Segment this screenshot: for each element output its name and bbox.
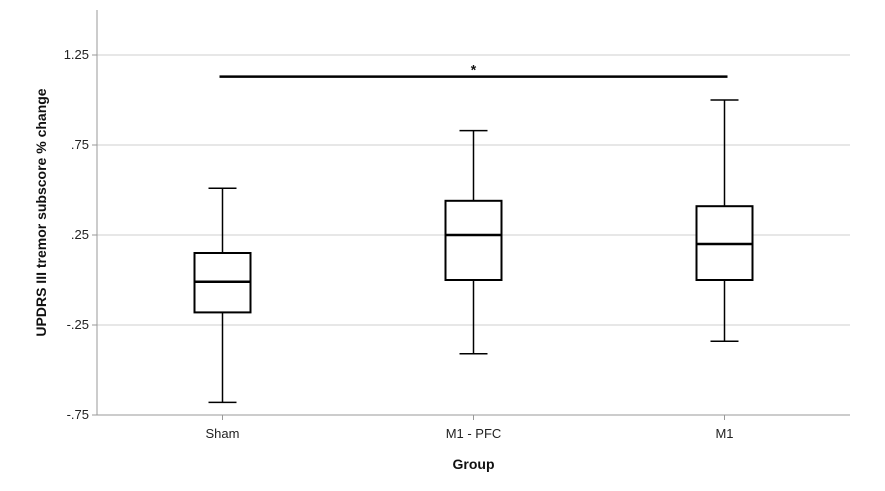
box-m1 — [695, 99, 754, 342]
box-sham — [193, 187, 252, 404]
y-tick-labels: -.75 -.25 .25 .75 1.25 — [64, 47, 89, 422]
x-axis-title: Group — [453, 456, 495, 472]
y-tick-label: -.25 — [67, 317, 89, 332]
interquartile-box — [444, 199, 503, 281]
y-tick-label: -.75 — [67, 407, 89, 422]
y-tick-label: .75 — [71, 137, 89, 152]
x-tick-label: Sham — [206, 426, 240, 441]
significance-bars: * — [219, 62, 728, 78]
y-tick-label: 1.25 — [64, 47, 89, 62]
significance-label: * — [471, 62, 477, 78]
x-tick-label: M1 — [715, 426, 733, 441]
y-tick-label: .25 — [71, 227, 89, 242]
boxes — [193, 99, 754, 404]
y-axis-title: UPDRS III tremor subscore % change — [33, 88, 49, 336]
x-tick-label: M1 - PFC — [446, 426, 502, 441]
x-tick-labels: Sham M1 - PFC M1 — [206, 415, 734, 441]
box-m1-pfc — [444, 129, 503, 355]
